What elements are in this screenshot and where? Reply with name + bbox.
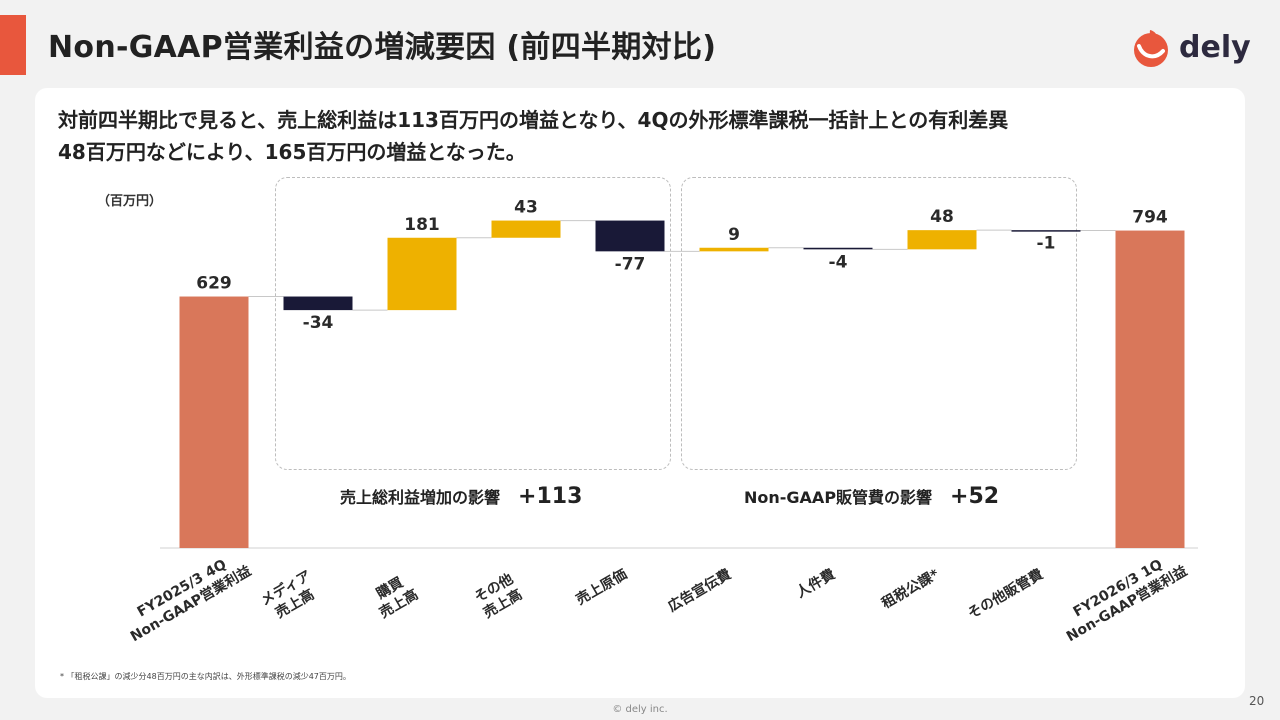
sga-group-title: Non-GAAP販管費の影響 xyxy=(744,488,933,507)
category-label-line: 広告宣伝費 xyxy=(665,566,734,616)
gross-profit-group-title: 売上総利益増加の影響 xyxy=(340,488,501,507)
title-accent-bar xyxy=(0,15,26,75)
category-label-6: 人件費 xyxy=(793,566,838,602)
bar-1 xyxy=(283,296,353,311)
category-label-1: メディア売上高 xyxy=(258,567,323,625)
category-label-4: 売上原価 xyxy=(573,566,630,609)
category-label-7: 租税公課* xyxy=(879,565,943,612)
headline-line-1: 対前四半期比で見ると、売上総利益は113百万円の増益となり、4Qの外形標準課税一… xyxy=(58,108,1009,132)
bar-2 xyxy=(387,237,457,311)
bar-9 xyxy=(1115,230,1185,548)
data-label-9: 794 xyxy=(1132,208,1168,228)
category-label-line: 租税公課* xyxy=(879,565,943,612)
data-label-1: -34 xyxy=(303,313,334,333)
gross-profit-group-box xyxy=(275,177,671,470)
bar-5 xyxy=(699,247,769,252)
bar-3 xyxy=(491,220,561,238)
sga-group-label: Non-GAAP販管費の影響 +52 xyxy=(744,484,999,509)
category-label-3: その他売上高 xyxy=(471,570,525,621)
category-label-0: FY2025/3 4QNon-GAAP営業利益 xyxy=(119,547,254,645)
footnote: * 「租税公課」の減少分48百万円の主な内訳は、外形標準課税の減少47百万円。 xyxy=(60,672,351,681)
data-label-8: -1 xyxy=(1037,234,1056,254)
data-label-2: 181 xyxy=(404,215,440,235)
sga-group-total: +52 xyxy=(950,484,1000,509)
data-label-7: 48 xyxy=(930,207,954,227)
category-label-line: その他販管費 xyxy=(965,566,1046,623)
data-label-0: 629 xyxy=(196,274,232,294)
bar-4 xyxy=(595,220,665,252)
data-label-3: 43 xyxy=(514,198,538,218)
category-label-5: 広告宣伝費 xyxy=(665,566,734,616)
bar-8 xyxy=(1011,230,1081,232)
gross-profit-group-label: 売上総利益増加の影響 +113 xyxy=(340,484,582,509)
category-label-9: FY2026/3 1QNon-GAAP営業利益 xyxy=(1055,547,1190,645)
data-label-6: -4 xyxy=(829,252,848,272)
page-number: 20 xyxy=(1249,694,1265,708)
headline-line-2: 48百万円などにより、165百万円の増益となった。 xyxy=(58,140,526,164)
bar-0 xyxy=(179,296,249,548)
sga-group-box xyxy=(681,177,1077,470)
gross-profit-group-total: +113 xyxy=(518,484,583,509)
bar-6 xyxy=(803,247,873,250)
data-label-5: 9 xyxy=(728,225,740,245)
data-label-4: -77 xyxy=(615,254,646,274)
unit-label: （百万円） xyxy=(97,194,163,209)
dely-logo-mark-icon xyxy=(1134,30,1168,67)
bar-7 xyxy=(907,230,977,250)
headline: 対前四半期比で見ると、売上総利益は113百万円の増益となり、4Qの外形標準課税一… xyxy=(58,104,1218,168)
logo-text: dely xyxy=(1179,30,1251,65)
copyright: © dely inc. xyxy=(612,704,668,715)
category-label-line: 売上原価 xyxy=(573,566,630,609)
dely-logo: dely xyxy=(1131,28,1251,68)
category-label-line: 人件費 xyxy=(793,566,838,602)
category-label-2: 購買売上高 xyxy=(367,570,421,621)
category-label-8: その他販管費 xyxy=(965,566,1046,623)
page-title: Non-GAAP営業利益の増減要因 (前四半期対比) xyxy=(48,30,717,65)
